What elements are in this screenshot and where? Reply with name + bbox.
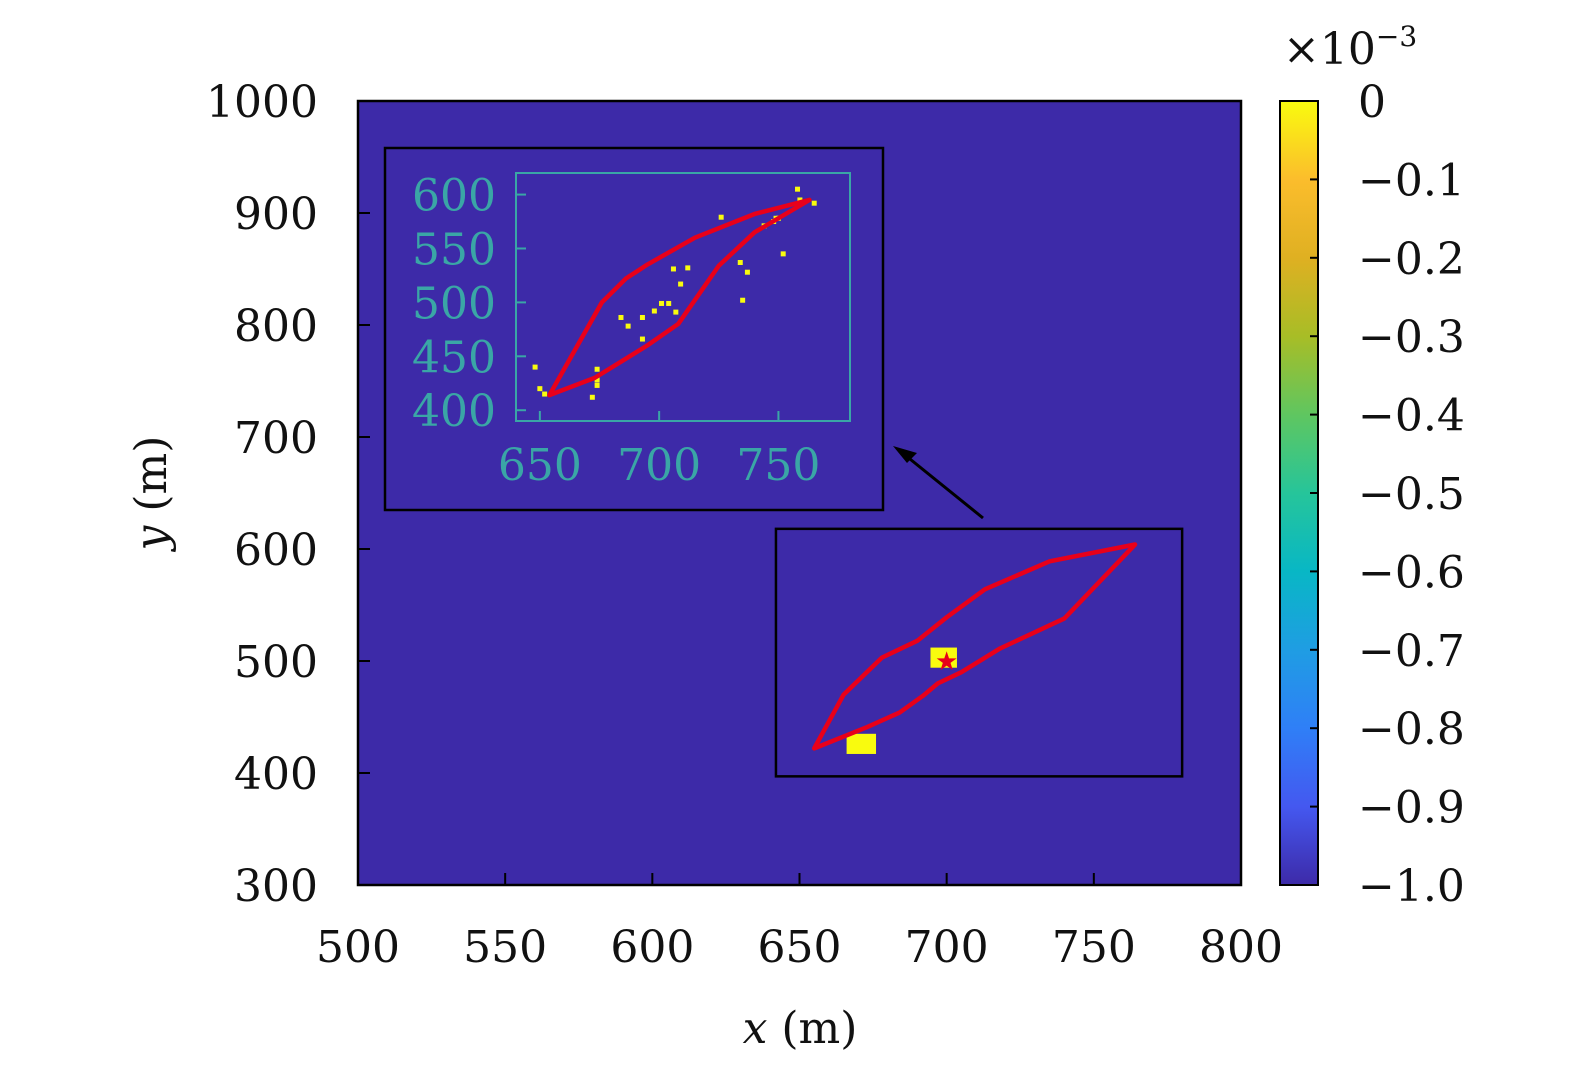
inset-point-9 [639,314,645,320]
inset-x-tick-label: 750 [736,440,820,491]
colorbar-exponent-power: −3 [1376,20,1417,53]
inset-point-8 [625,323,631,329]
inset-point-21 [744,269,750,275]
y-tick-label: 500 [234,637,318,688]
colorbar-exponent: ×10−3 [1283,20,1417,75]
colorbar-tick-label: −0.1 [1358,155,1465,206]
y-tick-label: 600 [234,525,318,576]
colorbar-tick-label: −1.0 [1358,861,1465,912]
x-axis-ticks: 500 550 600 650 700 750 800 [316,873,1283,973]
inset-point-27 [795,186,801,192]
inset-point-0 [532,364,538,370]
y-tick-label: 800 [234,301,318,352]
y-tick-label: 300 [234,861,318,912]
heatmap-cell-0 [930,647,957,668]
y-axis-label: y (m) [126,436,177,553]
y-tick-label: 900 [234,189,318,240]
zoom-arrow [893,446,984,520]
inset-x-tick-label: 700 [617,440,701,491]
y-tick-label: 700 [234,413,318,464]
inset-point-2 [542,391,548,397]
inset-axes-frame [515,172,851,422]
x-axis-var: x [743,1003,768,1054]
y-tick-label: 400 [234,749,318,800]
inset-point-11 [651,308,657,314]
inset-point-14 [670,266,676,272]
inset-x-tick-label: 650 [498,440,582,491]
inset-point-6 [594,382,600,388]
source-marker-layer: ★ [935,647,958,677]
inset-point-13 [666,300,672,306]
x-axis-unit: (m) [767,1003,857,1054]
y-axis-var: y [126,524,177,552]
x-tick-label: 500 [316,922,400,973]
zoom-box-rect [774,527,1184,778]
x-tick-label: 800 [1199,922,1283,973]
inset-point-19 [737,259,743,265]
inset-point-7 [618,314,624,320]
y-axis-ticks: 300 400 500 600 700 800 900 1000 [206,77,370,912]
inset-y-tick-label: 600 [412,171,496,222]
x-axis-label: x (m) [743,1003,858,1054]
colorbar-tick-label: 0 [1358,77,1386,128]
source-star-icon: ★ [935,647,958,677]
inset-y-tick-label: 450 [412,332,496,383]
colorbar-tick-label: −0.6 [1358,547,1465,598]
inset-polygon-layer [547,197,812,398]
main-polygon-layer [811,542,1138,751]
colorbar: 0 −0.1 −0.2 −0.3 −0.4 −0.5 −0.6 −0.7 −0.8 −0.9 −1.… [1279,20,1465,912]
y-axis-unit: (m) [126,436,177,526]
colorbar-tick-label: −0.5 [1358,469,1465,520]
inset-polygon [547,197,812,398]
colorbar-tick-label: −0.8 [1358,704,1465,755]
inset-point-4 [594,366,600,372]
colorbar-ticks: 0 −0.1 −0.2 −0.3 −0.4 −0.5 −0.6 −0.7 −0.8 −0.9 −1.… [1310,77,1465,912]
inset-y-tick-label: 500 [412,278,496,329]
inset-y-tick-label: 550 [412,224,496,275]
colorbar-tick-label: −0.3 [1358,312,1465,363]
x-tick-label: 650 [758,922,842,973]
x-tick-label: 750 [1052,922,1136,973]
y-tick-label: 1000 [206,77,318,128]
zoom-region-box [774,527,1184,778]
heatmap-cell-1 [846,733,877,754]
inset-point-18 [718,214,724,220]
inset-point-17 [685,265,691,271]
inset-point-15 [673,309,679,315]
heatmap-cells [846,647,957,754]
inset-point-20 [740,297,746,303]
inset-y-tick-label: 400 [412,386,496,437]
colorbar-tick-label: −0.7 [1358,626,1465,677]
inset-frame [383,146,885,512]
x-tick-label: 550 [463,922,547,973]
x-tick-label: 700 [905,922,989,973]
colorbar-tick-label: −0.9 [1358,783,1465,834]
inset-point-3 [589,394,595,400]
main-polygon [811,542,1138,751]
inset-point-1 [537,386,543,392]
inset-point-26 [780,251,786,257]
inset-point-5 [594,377,600,383]
inset-point-29 [811,200,817,206]
inset-point-16 [678,281,684,287]
inset-point-28 [797,197,803,203]
inset-point-10 [639,336,645,342]
inset-point-12 [659,300,665,306]
colorbar-tick-label: −0.4 [1358,391,1465,442]
x-tick-label: 600 [610,922,694,973]
colorbar-exponent-base: ×10 [1283,24,1376,75]
colorbar-tick-label: −0.2 [1358,234,1465,285]
